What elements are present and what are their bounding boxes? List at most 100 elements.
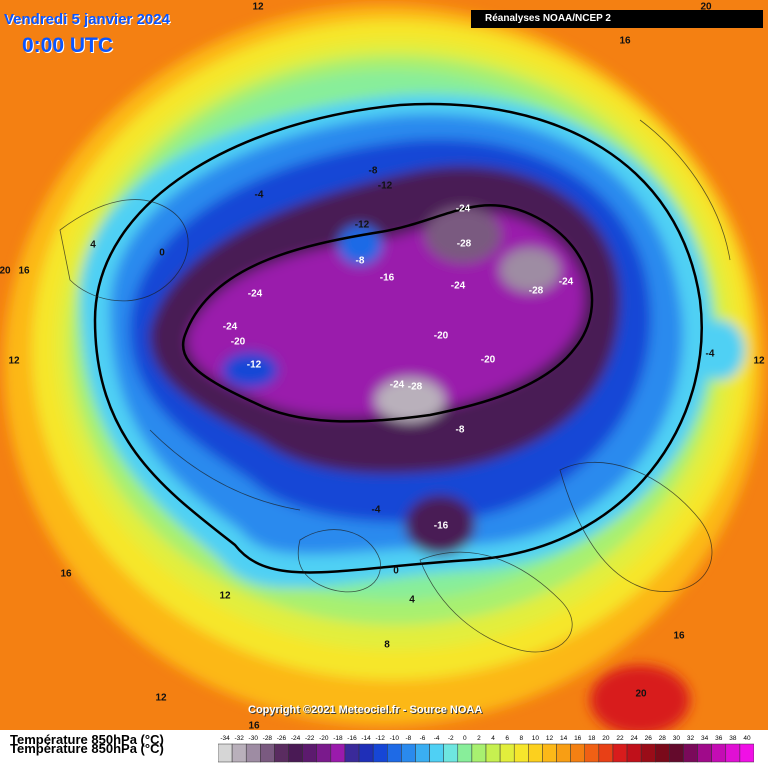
contour-label: -24 <box>450 280 466 292</box>
temperature-field <box>4 5 764 730</box>
contour-label: 20 <box>0 265 11 277</box>
legend-swatch <box>457 743 473 763</box>
legend-swatch <box>218 743 233 763</box>
legend-swatch <box>288 743 303 763</box>
contour-label: -24 <box>389 379 405 391</box>
legend-swatch <box>640 743 656 763</box>
legend-swatch <box>711 743 727 763</box>
legend-tick: -26 <box>277 735 287 742</box>
contour-label: -4 <box>705 348 715 360</box>
legend-swatch <box>443 743 459 763</box>
legend-swatch <box>316 743 332 763</box>
legend-swatch <box>372 743 388 763</box>
contour-label: -16 <box>379 272 395 284</box>
contour-label: -20 <box>433 330 449 342</box>
legend-tick: -18 <box>333 735 343 742</box>
legend-title: Température 850hPa (°C) <box>10 732 164 747</box>
legend: Température 850hPa (°C) Température 850h… <box>0 730 768 768</box>
contour-label: -4 <box>371 504 381 516</box>
contour-label: 16 <box>248 720 260 732</box>
legend-tick: 16 <box>574 735 582 742</box>
legend-tick: -6 <box>420 735 426 742</box>
legend-swatch <box>528 743 543 763</box>
legend-swatch <box>542 743 557 763</box>
legend-swatch <box>302 743 317 763</box>
contour-label: -20 <box>480 354 496 366</box>
contour-label: 12 <box>252 1 264 13</box>
legend-swatch <box>485 743 501 763</box>
map-time: 0:00 UTC <box>22 34 114 57</box>
contour-label: -4 <box>254 189 264 201</box>
contour-label: 12 <box>753 355 765 367</box>
contour-label: 20 <box>635 688 647 700</box>
legend-tick: -16 <box>347 735 357 742</box>
legend-tick: 38 <box>729 735 737 742</box>
legend-tick: 0 <box>463 735 467 742</box>
contour-label: -12 <box>354 219 370 231</box>
legend-tick: -32 <box>234 735 244 742</box>
legend-tick: -34 <box>220 735 230 742</box>
legend-swatch <box>626 743 642 763</box>
legend-tick: -30 <box>249 735 259 742</box>
legend-tick: -8 <box>406 735 412 742</box>
legend-tick: -20 <box>319 735 329 742</box>
legend-swatch <box>739 743 754 763</box>
contour-label: 16 <box>673 630 685 642</box>
legend-swatch <box>429 743 444 763</box>
legend-swatch <box>725 743 741 763</box>
legend-tick: 14 <box>560 735 568 742</box>
legend-tick: -14 <box>361 735 371 742</box>
contour-label: 0 <box>393 565 399 577</box>
legend-tick: 28 <box>659 735 667 742</box>
contour-label: -28 <box>456 238 472 250</box>
contour-label: -8 <box>355 255 365 267</box>
contour-label: 12 <box>219 590 231 602</box>
legend-tick: 40 <box>743 735 751 742</box>
contour-label: 16 <box>619 35 631 47</box>
legend-tick: 36 <box>715 735 723 742</box>
contour-label: 4 <box>409 594 415 606</box>
contour-label: 8 <box>384 639 390 651</box>
contour-label: 4 <box>90 239 96 251</box>
legend-swatch <box>513 743 529 763</box>
legend-tick: 20 <box>602 735 610 742</box>
legend-swatch <box>499 743 515 763</box>
contour-label: -20 <box>230 336 246 348</box>
temperature-map <box>0 0 768 730</box>
legend-tick: 12 <box>546 735 554 742</box>
contour-label: -24 <box>247 288 263 300</box>
contour-label: -16 <box>433 520 449 532</box>
legend-tick: 26 <box>645 735 653 742</box>
legend-tick: -2 <box>448 735 454 742</box>
legend-tick: -12 <box>376 735 386 742</box>
copyright-notice: Copyright ©2021 Meteociel.fr - Source NO… <box>248 704 483 716</box>
legend-swatch <box>697 743 712 763</box>
legend-tick: -24 <box>291 735 301 742</box>
legend-tick: -28 <box>263 735 273 742</box>
contour-label: 12 <box>8 355 20 367</box>
legend-tick: -10 <box>390 735 400 742</box>
legend-swatch <box>584 743 600 763</box>
minus-twenty-contour <box>181 204 594 423</box>
legend-swatch <box>556 743 571 763</box>
legend-tick: 30 <box>673 735 681 742</box>
contour-label: 16 <box>60 568 72 580</box>
legend-tick: -4 <box>434 735 440 742</box>
contour-label: -24 <box>558 276 574 288</box>
contour-label: 20 <box>700 1 712 13</box>
legend-swatch <box>358 743 374 763</box>
contour-label: -8 <box>368 165 378 177</box>
contour-label: -24 <box>455 203 471 215</box>
legend-swatch <box>330 743 346 763</box>
coastlines <box>59 119 731 653</box>
legend-swatch <box>415 743 430 763</box>
legend-tick: 4 <box>491 735 495 742</box>
legend-swatch <box>612 743 628 763</box>
legend-swatch <box>655 743 670 763</box>
legend-tick: -22 <box>305 735 315 742</box>
legend-tick: 18 <box>588 735 596 742</box>
data-source-label: Réanalyses NOAA/NCEP 2 <box>471 10 763 28</box>
contour-label: -8 <box>455 424 465 436</box>
legend-swatch <box>669 743 684 763</box>
